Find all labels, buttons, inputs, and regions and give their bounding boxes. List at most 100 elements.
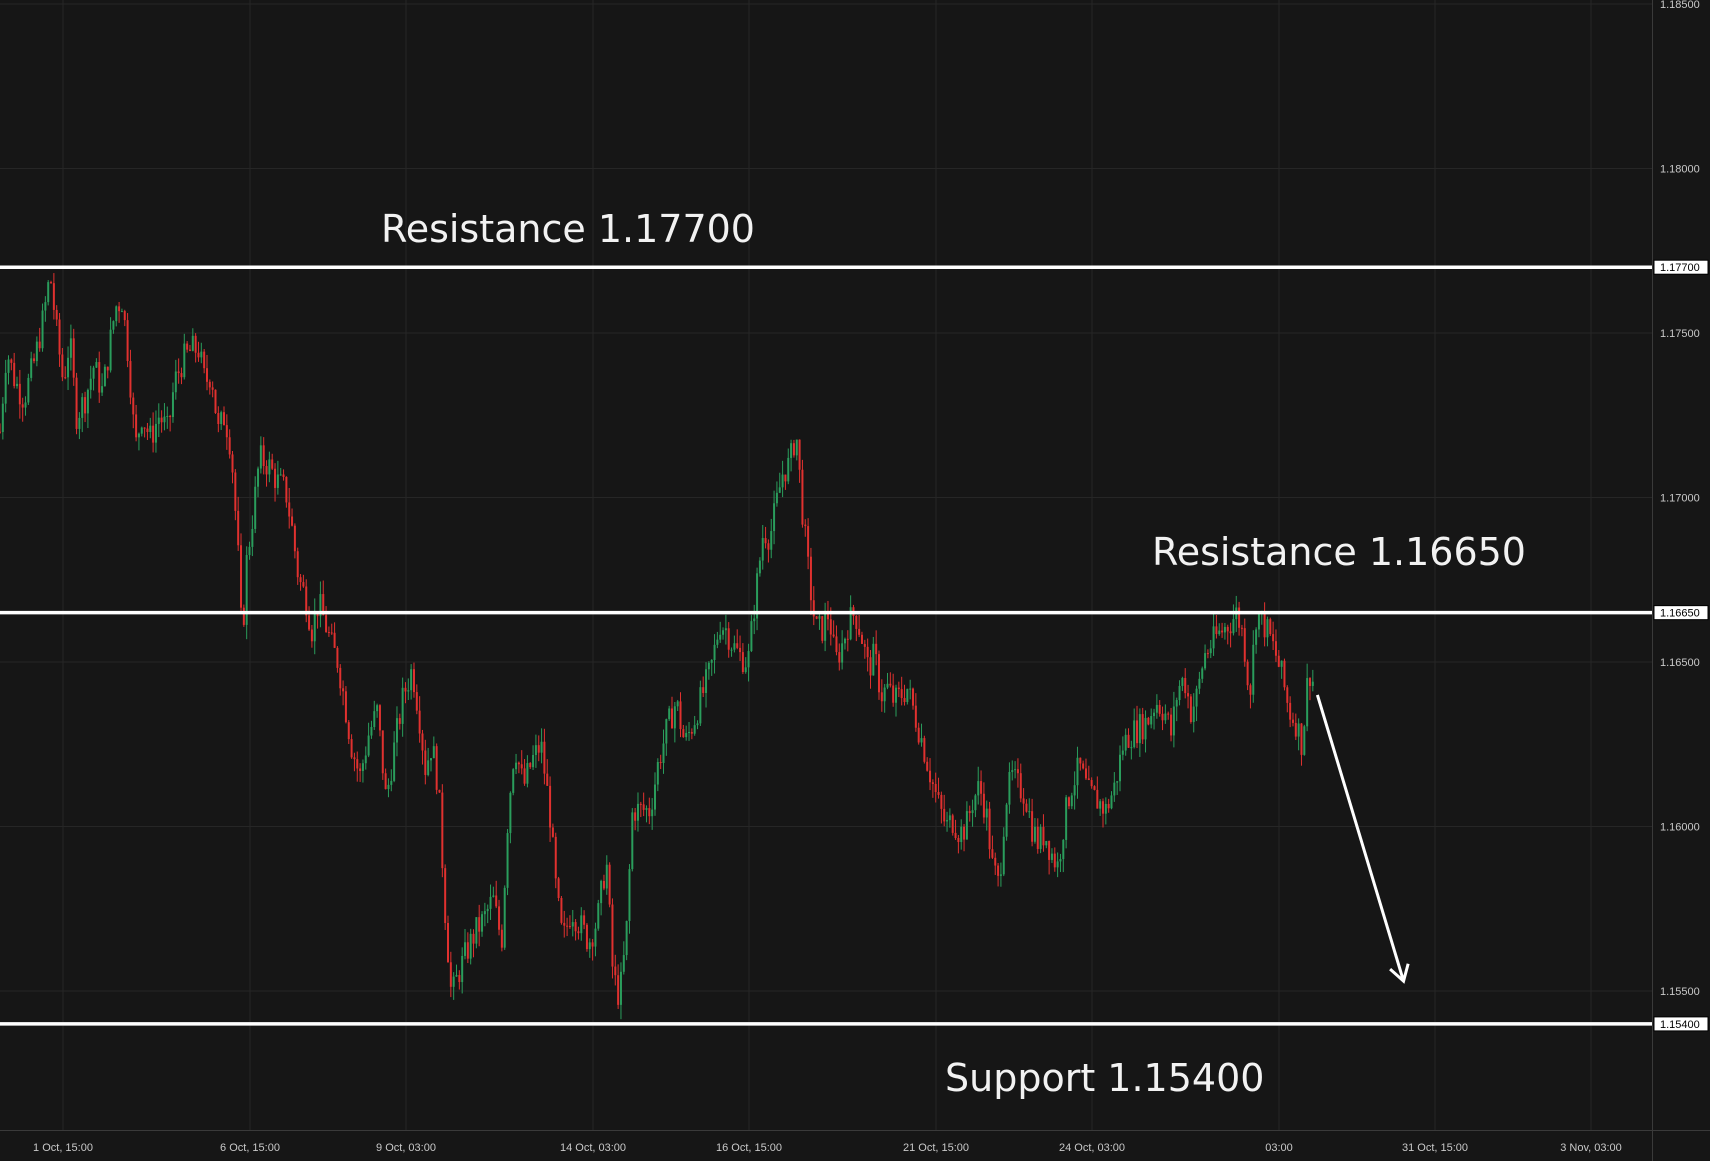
candle-body — [534, 745, 537, 755]
candle-body — [1065, 797, 1068, 840]
candle-body — [815, 616, 818, 619]
candle-body — [412, 669, 415, 693]
candle-body — [756, 573, 759, 619]
candle-body — [571, 922, 574, 927]
candle-body — [112, 321, 115, 330]
candle-body — [438, 789, 441, 793]
candle-body — [481, 914, 484, 932]
candle-body — [1212, 626, 1215, 649]
candle-body — [707, 662, 710, 670]
candle-body — [67, 357, 70, 378]
candle-body — [551, 827, 554, 837]
candle-body — [948, 815, 951, 821]
candle-body — [1033, 826, 1036, 842]
x-tick-label: 16 Oct, 15:00 — [716, 1142, 782, 1154]
candle-body — [835, 636, 838, 653]
candle-body — [390, 780, 393, 785]
candle-body — [801, 469, 804, 525]
candle-body — [452, 976, 455, 987]
candle-body — [679, 701, 682, 730]
candle-body — [645, 808, 648, 810]
candle-body — [515, 762, 518, 770]
candle-body — [55, 309, 58, 320]
candle-body — [410, 669, 413, 691]
candle-body — [132, 397, 135, 415]
candle-body — [869, 657, 872, 676]
candle-body — [1053, 853, 1056, 868]
candle-body — [506, 833, 509, 888]
candle-body — [310, 629, 313, 642]
candle-body — [1257, 614, 1260, 630]
candle-body — [13, 362, 16, 387]
candle-body — [1031, 811, 1034, 842]
candle-body — [486, 908, 489, 912]
candle-body — [591, 942, 594, 947]
candle-body — [208, 381, 211, 388]
candle-body — [1238, 607, 1241, 628]
candle-body — [180, 373, 183, 378]
candle-body — [526, 763, 529, 784]
candle-body — [1226, 626, 1229, 632]
candle-body — [146, 428, 149, 433]
candle-body — [291, 516, 294, 526]
candle-body — [10, 359, 13, 363]
candle-body — [923, 738, 926, 762]
candle-body — [282, 474, 285, 477]
candle-body — [580, 915, 583, 934]
candle-body — [722, 630, 725, 635]
candle-body — [1133, 720, 1136, 748]
candle-body — [50, 282, 53, 284]
x-tick-label: 3 Nov, 03:00 — [1560, 1142, 1622, 1154]
candle-body — [435, 746, 438, 790]
candle-body — [1187, 693, 1190, 697]
candle-body — [1184, 678, 1187, 694]
candle-body — [917, 727, 920, 743]
candle-body — [500, 929, 503, 948]
candle-body — [636, 803, 639, 821]
candle-body — [276, 474, 279, 488]
candle-body — [554, 836, 557, 879]
candle-body — [602, 880, 605, 889]
candle-body — [1246, 661, 1249, 686]
candle-body — [95, 362, 98, 368]
candle-body — [475, 917, 478, 944]
candle-body — [330, 632, 333, 634]
x-tick-label: 24 Oct, 03:00 — [1059, 1142, 1125, 1154]
candle-body — [991, 849, 994, 858]
candle-body — [1189, 696, 1192, 723]
candle-body — [211, 387, 214, 390]
candle-body — [444, 868, 447, 923]
candle-body — [1300, 723, 1303, 755]
candle-body — [540, 741, 543, 753]
candle-body — [1076, 757, 1079, 786]
candle-body — [795, 439, 798, 456]
candle-body — [673, 706, 676, 729]
candle-body — [61, 354, 64, 378]
candle-body — [1090, 780, 1093, 787]
candle-body — [824, 613, 827, 641]
candle-body — [449, 962, 452, 987]
candle-body — [203, 351, 206, 369]
candle-body — [608, 864, 611, 905]
candle-body — [1011, 770, 1014, 772]
candle-body — [342, 688, 345, 692]
candle-body — [965, 811, 968, 840]
candle-body — [1294, 722, 1297, 737]
candle-body — [347, 722, 350, 740]
candle-body — [812, 600, 815, 617]
candle-body — [126, 320, 129, 362]
candle-body — [843, 638, 846, 644]
candle-body — [381, 730, 384, 774]
candle-body — [546, 773, 549, 786]
candle-body — [217, 413, 220, 424]
candle-body — [761, 538, 764, 561]
candle-body — [653, 784, 656, 810]
candle-body — [296, 551, 299, 578]
candle-body — [585, 924, 588, 950]
candle-body — [574, 922, 577, 932]
x-tick-label: 21 Oct, 15:00 — [903, 1142, 969, 1154]
candle-body — [308, 615, 311, 630]
candle-body — [1209, 648, 1212, 654]
candle-body — [529, 763, 532, 768]
candle-body — [866, 646, 869, 658]
